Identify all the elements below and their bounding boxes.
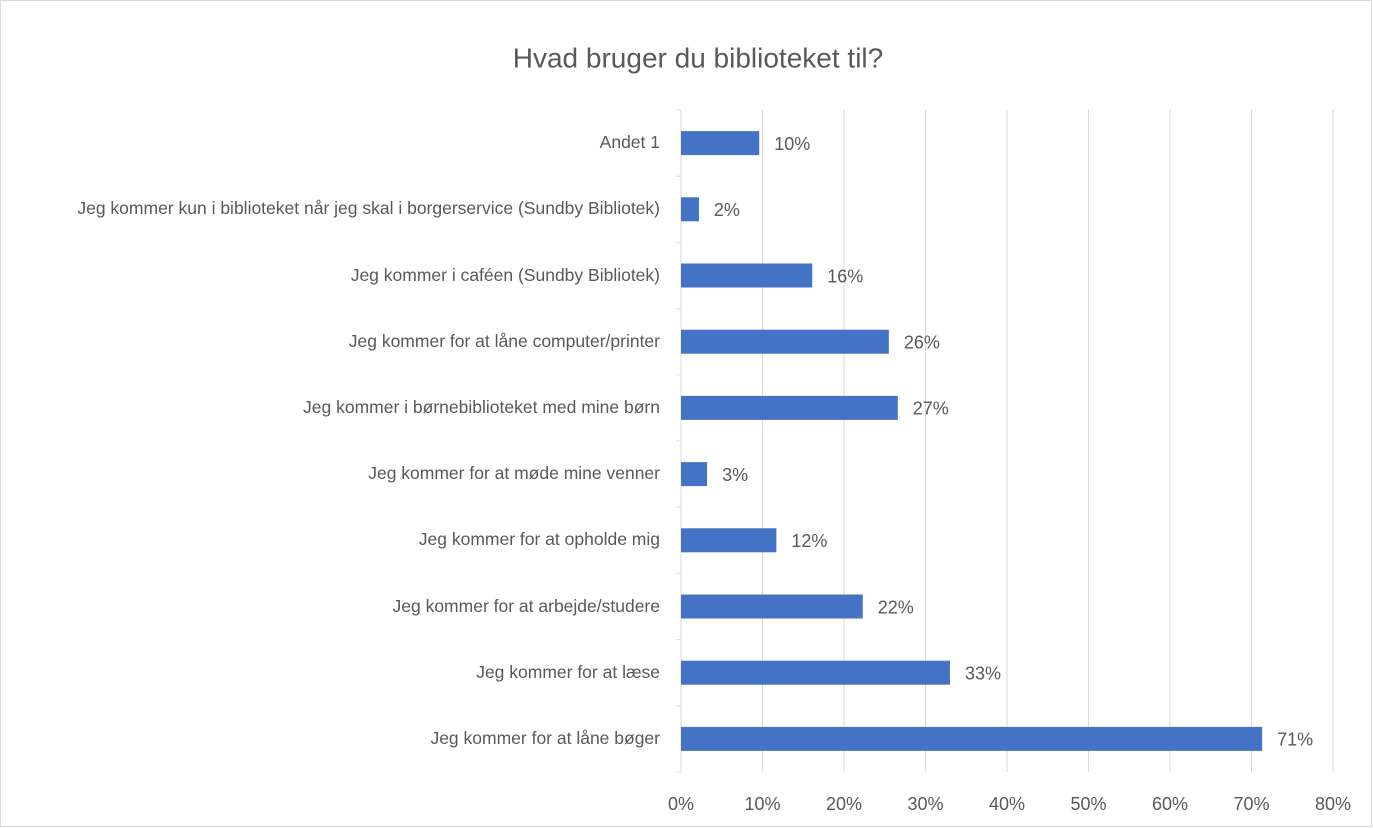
bar — [681, 660, 950, 685]
y-tick-label-box: Andet 1 — [599, 132, 660, 153]
bar — [681, 131, 760, 156]
x-tick-label: 60% — [1152, 794, 1188, 814]
y-tick-label-box: Jeg kommer for at låne bøger — [430, 727, 660, 748]
y-tick-label: Jeg kommer i caféen (Sundby Bibliotek) — [350, 264, 660, 285]
bar — [681, 395, 898, 420]
y-tick-label-box: Jeg kommer i caféen (Sundby Bibliotek) — [350, 264, 660, 285]
data-label: 26% — [904, 332, 940, 352]
y-tick-label-box: Jeg kommer for at opholde mig — [418, 529, 660, 550]
y-tick-label: Jeg kommer for at låne computer/printer — [348, 330, 660, 351]
bar — [681, 329, 889, 354]
data-label: 27% — [913, 399, 949, 419]
data-label: 12% — [791, 531, 827, 551]
y-tick-label: Jeg kommer for at læse — [476, 661, 660, 682]
bar — [681, 528, 777, 553]
data-label: 16% — [827, 266, 863, 286]
y-tick-label-box: Jeg kommer for at møde mine venner — [368, 463, 660, 484]
bar — [681, 263, 813, 288]
y-tick-label-box: Jeg kommer for at låne computer/printer — [348, 330, 660, 351]
y-tick-label: Jeg kommer kun i biblioteket når jeg ska… — [77, 198, 660, 219]
bar — [681, 462, 708, 487]
x-tick-label: 0% — [668, 794, 694, 814]
y-tick-label: Andet 1 — [599, 132, 660, 153]
bar — [681, 197, 699, 222]
bar — [681, 594, 863, 619]
y-tick-label: Jeg kommer for at møde mine venner — [368, 463, 660, 484]
y-tick-label: Jeg kommer for at arbejde/studere — [392, 595, 661, 616]
y-tick-label-box: Jeg kommer for at læse — [476, 661, 660, 682]
x-tick-label: 10% — [744, 794, 780, 814]
x-tick-label: 50% — [1070, 794, 1106, 814]
data-label: 33% — [965, 663, 1001, 683]
x-tick-label: 70% — [1233, 794, 1269, 814]
x-tick-label: 30% — [907, 794, 943, 814]
chart-title: Hvad bruger du biblioteket til? — [513, 42, 883, 73]
y-tick-label: Jeg kommer i børnebiblioteket med mine b… — [303, 396, 660, 417]
data-label: 10% — [774, 134, 810, 154]
y-tick-label-box: Jeg kommer kun i biblioteket når jeg ska… — [77, 198, 660, 219]
data-label: 22% — [878, 597, 914, 617]
x-tick-label: 40% — [989, 794, 1025, 814]
bar — [681, 726, 1263, 751]
x-tick-label: 80% — [1315, 794, 1351, 814]
y-tick-label-box: Jeg kommer i børnebiblioteket med mine b… — [303, 396, 660, 417]
y-tick-label: Jeg kommer for at låne bøger — [430, 727, 660, 748]
y-tick-label-box: Jeg kommer for at arbejde/studere — [392, 595, 661, 616]
data-label: 71% — [1277, 730, 1313, 750]
data-label: 3% — [722, 465, 748, 485]
data-label: 2% — [714, 200, 740, 220]
x-tick-label: 20% — [826, 794, 862, 814]
y-tick-label: Jeg kommer for at opholde mig — [418, 529, 660, 550]
